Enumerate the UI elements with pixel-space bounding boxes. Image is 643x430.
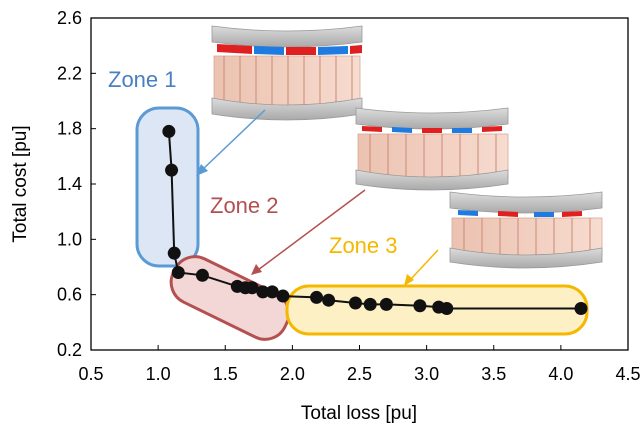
zone-2-region bbox=[169, 255, 291, 341]
y-tick-label: 1.8 bbox=[57, 119, 82, 139]
y-tick-label: 1.4 bbox=[57, 174, 82, 194]
zone-2-arrowhead bbox=[251, 264, 262, 275]
y-tick-label: 1.0 bbox=[57, 229, 82, 249]
zone-1-arrowhead bbox=[196, 164, 208, 176]
data-point bbox=[276, 289, 290, 303]
motor-rendering-3-icon bbox=[449, 191, 603, 269]
y-axis-label: Total cost [pu] bbox=[10, 125, 31, 242]
x-tick-label: 3.5 bbox=[481, 364, 506, 384]
data-point bbox=[322, 293, 336, 307]
data-point bbox=[348, 296, 362, 310]
x-tick-label: 4.0 bbox=[548, 364, 573, 384]
data-point bbox=[171, 266, 185, 280]
zone-3-arrow bbox=[409, 249, 439, 281]
data-point bbox=[440, 302, 454, 315]
x-tick-label: 1.5 bbox=[213, 364, 238, 384]
x-tick-label: 1.0 bbox=[146, 364, 171, 384]
x-axis-label: Total loss [pu] bbox=[301, 403, 417, 424]
data-point bbox=[167, 246, 181, 260]
y-tick-label: 0.2 bbox=[57, 340, 82, 360]
zone-1-label: Zone 1 bbox=[108, 67, 177, 92]
y-tick-label: 2.6 bbox=[57, 8, 82, 28]
data-point bbox=[413, 299, 427, 313]
x-tick-label: 2.5 bbox=[347, 364, 372, 384]
data-point bbox=[256, 285, 270, 299]
zone-3-arrowhead bbox=[404, 274, 414, 286]
motor-rendering-1-icon bbox=[211, 25, 363, 121]
y-tick-label: 2.2 bbox=[57, 63, 82, 83]
zone-3-label: Zone 3 bbox=[329, 233, 398, 258]
zone-2-label: Zone 2 bbox=[210, 193, 279, 218]
x-tick-label: 0.5 bbox=[78, 364, 103, 384]
y-tick-label: 0.6 bbox=[57, 285, 82, 305]
zone-2-arrow bbox=[257, 189, 366, 271]
data-point bbox=[165, 163, 179, 177]
motor-rendering-2-icon bbox=[355, 107, 509, 191]
data-point bbox=[195, 268, 209, 282]
data-point bbox=[162, 124, 176, 138]
x-tick-label: 4.5 bbox=[615, 364, 640, 384]
x-tick-label: 2.0 bbox=[280, 364, 305, 384]
data-point bbox=[574, 302, 588, 315]
data-point bbox=[310, 290, 324, 304]
x-tick-label: 3.0 bbox=[414, 364, 439, 384]
zone-1-arrow bbox=[201, 109, 266, 171]
data-point bbox=[245, 281, 259, 295]
data-point bbox=[363, 297, 377, 311]
data-point bbox=[265, 285, 279, 299]
zone-1-region bbox=[135, 106, 200, 268]
data-point bbox=[379, 297, 393, 311]
